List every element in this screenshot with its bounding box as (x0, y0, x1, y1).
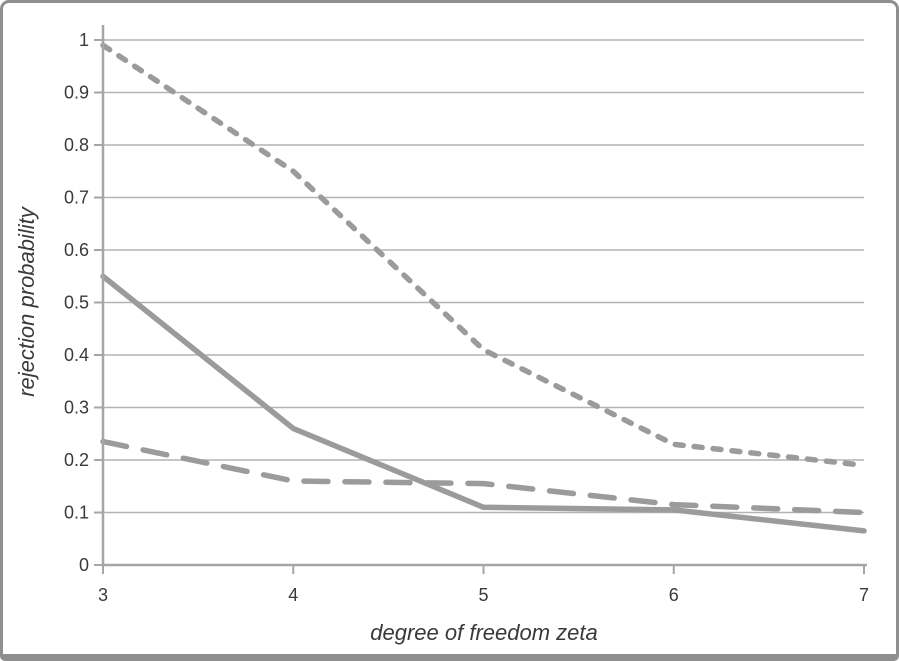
tick-labels: 0 0.1 0.2 0.3 0.4 0.5 0.6 0.7 0.8 0.9 1 3 4 5 6 7 (64, 30, 869, 605)
chart-series (100, 42, 867, 534)
x-tick-label: 5 (478, 585, 488, 605)
x-tick-label: 7 (859, 585, 869, 605)
y-tick-label: 0.5 (64, 293, 89, 313)
y-tick-label: 0.7 (64, 188, 89, 208)
y-tick-label: 0.6 (64, 240, 89, 260)
short-dash-line (100, 42, 867, 469)
x-tick-label: 3 (98, 585, 108, 605)
y-tick-label: 1 (79, 30, 89, 50)
x-axis-title: degree of freedom zeta (370, 620, 597, 645)
x-tick-label: 4 (288, 585, 298, 605)
y-tick-label: 0.8 (64, 135, 89, 155)
gridlines (103, 39, 864, 514)
tick-marks (94, 39, 865, 574)
x-tick-label: 6 (669, 585, 679, 605)
y-tick-label: 0.4 (64, 345, 89, 365)
y-tick-label: 0 (79, 555, 89, 575)
solid-line (100, 273, 867, 534)
y-tick-label: 0.9 (64, 83, 89, 103)
y-tick-label: 0.2 (64, 450, 89, 470)
y-tick-label: 0.1 (64, 503, 89, 523)
y-tick-label: 0.3 (64, 398, 89, 418)
long-dash-line (100, 438, 867, 516)
y-axis-title: rejection probability (14, 205, 39, 397)
